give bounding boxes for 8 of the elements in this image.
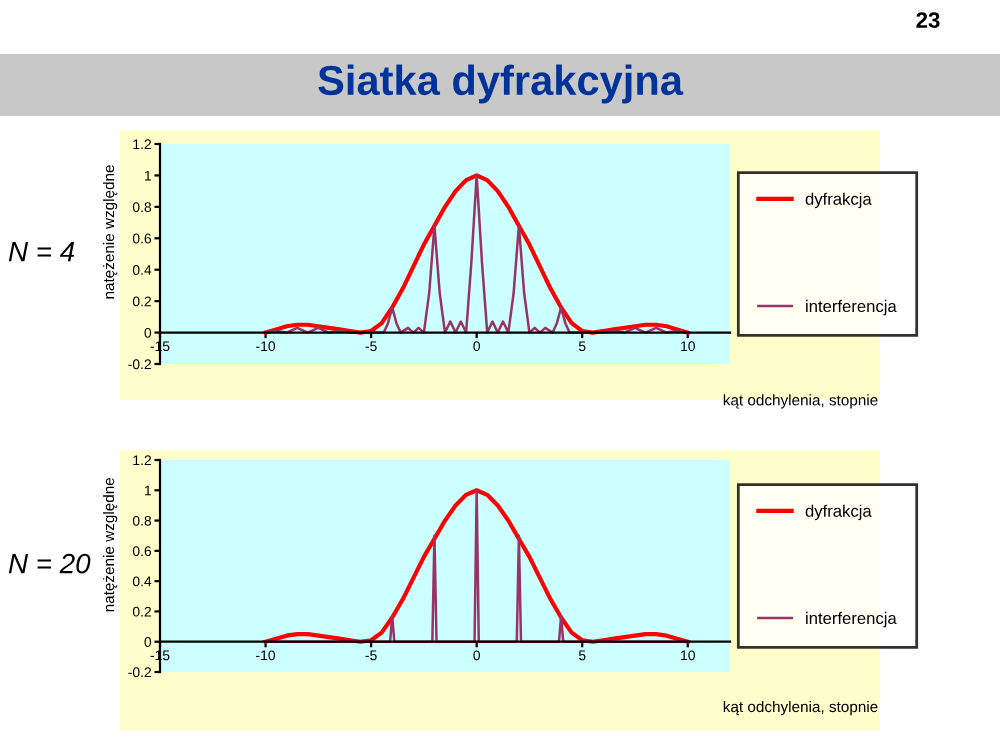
- text: N = 4: [8, 242, 75, 262]
- text: N = 20: [8, 553, 91, 574]
- text: 23: [916, 12, 940, 28]
- text: dyfrakcja: [805, 504, 872, 521]
- legend-label: interferencja: [806, 299, 897, 316]
- legend-label: interferencja: [806, 611, 897, 628]
- chart-title: Siatka dyfrakcyjna: [318, 64, 684, 104]
- legend-label: dyfrakcja: [805, 192, 872, 209]
